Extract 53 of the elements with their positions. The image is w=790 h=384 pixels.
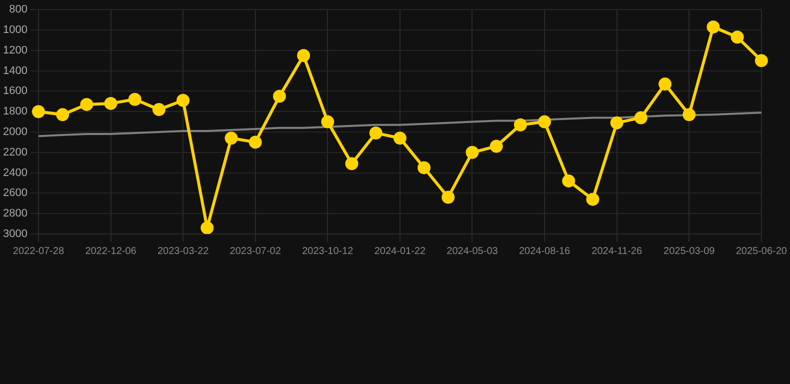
y-tick-label: 1200	[2, 44, 28, 56]
point	[730, 30, 744, 44]
y-tick-label: 2000	[2, 126, 28, 138]
y-tick-label: 2400	[2, 166, 28, 179]
y-tick-label: 1600	[2, 85, 28, 98]
y-tick-label: 3000	[2, 228, 28, 240]
point	[514, 118, 527, 132]
point	[248, 136, 262, 149]
point	[610, 116, 624, 130]
point	[80, 98, 94, 111]
y-tick-label: 2600	[2, 187, 28, 200]
x-tick-label: 2022-07-28	[12, 246, 64, 257]
point	[634, 111, 648, 124]
point	[682, 108, 696, 122]
point	[56, 108, 70, 122]
x-tick-label: 2023-10-12	[302, 246, 354, 257]
x-tick-label: 2022-12-06	[85, 246, 137, 257]
y-tick-label: 2800	[2, 208, 28, 220]
point	[321, 115, 334, 128]
x-tick-label: 2024-05-03	[446, 246, 498, 257]
x-tick-label: 2024-11-26	[592, 246, 642, 257]
point	[586, 192, 600, 206]
x-tick-label: 2024-01-22	[374, 246, 426, 257]
point	[466, 146, 479, 159]
y-tick-label: 1000	[2, 24, 28, 36]
point	[490, 140, 503, 153]
point	[369, 126, 382, 140]
x-tick-label: 2025-03-09	[664, 246, 716, 257]
point	[345, 157, 358, 170]
point	[104, 96, 118, 110]
point	[442, 190, 455, 204]
point	[538, 115, 552, 128]
point	[706, 20, 720, 34]
y-tick-label: 1800	[2, 106, 28, 118]
point	[393, 132, 406, 145]
x-tick-label: 2025-06-20	[736, 246, 788, 257]
point	[297, 49, 310, 62]
point	[224, 132, 238, 145]
x-tick-label: 2023-07-02	[230, 246, 282, 257]
y-tick-label: 2200	[2, 146, 28, 158]
point	[176, 94, 190, 107]
point	[128, 92, 142, 106]
x-tick-label: 2024-08-16	[518, 246, 571, 257]
point	[152, 103, 166, 116]
y-tick-label: 1400	[2, 64, 28, 77]
y-tick-label: 800	[9, 4, 28, 16]
point	[200, 221, 214, 234]
point	[658, 78, 672, 91]
point	[272, 90, 286, 103]
point	[754, 54, 768, 68]
point	[418, 161, 431, 174]
point	[562, 174, 576, 188]
x-tick-label: 2023-03-22	[157, 246, 210, 257]
